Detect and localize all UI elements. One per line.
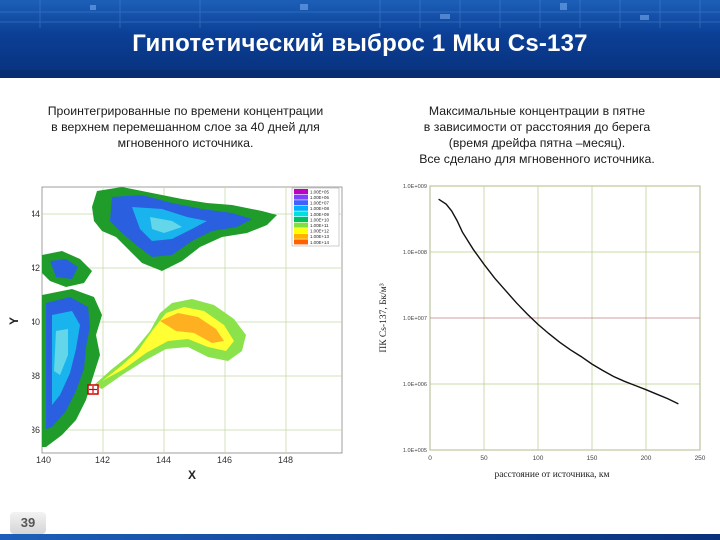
map-legend: 1.00E+051.00E+061.00E+071.00E+081.00E+09… [291,187,340,247]
page-number: 39 [10,512,46,534]
legend-label: 1.00E+14 [310,240,329,245]
left-caption: Проинтегрированные по времени концентрац… [8,103,363,151]
y-tick-label: 1.0E+006 [403,382,427,388]
legend-swatch [294,228,308,234]
legend-swatch [294,205,308,211]
x-tick-label: 146 [217,455,232,465]
concentration-chart: 0 50 100 150 200 250 1.0E+009 1.0E+008 1.0E+007 1… [379,184,706,480]
right-caption-line: Все сделано для мгновенного источника. [419,152,655,166]
legend-swatch [294,217,308,222]
y-tick-label: 36 [32,425,40,435]
legend-label: 1.00E+11 [310,223,329,228]
right-caption: Максимальные концентрации в пятне в зави… [372,103,702,167]
y-tick-label: 1.0E+008 [403,250,427,256]
legend-swatch [294,194,308,200]
map-x-label: X [188,468,197,482]
legend-swatch [294,233,308,239]
legend-label: 1.00E+09 [310,212,329,217]
legend-swatch [294,189,308,194]
dispersion-map: 1.00E+051.00E+061.00E+071.00E+081.00E+09… [32,186,343,465]
right-caption-line: (время дрейфа пятна –месяц). [448,136,626,150]
x-tick-label: 200 [641,455,652,462]
x-tick-label: 148 [278,455,293,465]
y-tick-label: 1.0E+007 [403,316,427,322]
x-tick-label: 144 [156,455,171,465]
legend-swatch [294,239,308,245]
legend-label: 1.00E+05 [310,189,329,194]
right-caption-line: Максимальные концентрации в пятне [428,104,646,118]
chart-y-label: ПК Cs-137, Бк/м³ [379,283,389,352]
y-tick-label: 44 [32,209,40,219]
left-caption-line: Проинтегрированные по времени концентрац… [47,104,324,118]
y-tick-label: 42 [32,263,40,273]
x-tick-label: 140 [36,455,51,465]
legend-label: 1.00E+07 [310,201,329,206]
right-caption-line: в зависимости от расстояния до берега [423,120,651,134]
legend-swatch [294,211,308,217]
banner-circuit-pattern [0,0,720,78]
y-tick-label: 38 [32,371,40,381]
y-tick-label: 1.0E+005 [403,448,427,454]
honshu-land [42,289,102,447]
map-y-label: Y [7,316,22,326]
y-tick-label: 40 [32,317,40,327]
legend-label: 1.00E+10 [310,217,329,222]
x-tick-label: 250 [695,455,706,462]
x-tick-label: 0 [428,455,432,462]
legend-label: 1.00E+08 [310,206,329,211]
chart-x-label: расстояние от источника, км [494,470,609,480]
legend-label: 1.00E+13 [310,234,329,239]
title-banner: Гипотетический выброс 1 Мku Cs-137 [0,0,720,78]
contamination-plume [94,299,246,389]
y-tick-label: 1.0E+009 [403,184,427,190]
series-line [438,198,679,405]
legend-label: 1.00E+12 [310,229,329,234]
bottom-bar [0,534,720,540]
legend-swatch [294,222,308,228]
legend-swatch [294,200,308,206]
x-tick-label: 150 [587,455,598,462]
x-tick-label: 100 [533,455,544,462]
source-marker [87,384,99,395]
hokkaido-land [42,187,277,287]
legend-label: 1.00E+06 [310,195,329,200]
left-caption-line: мгновенного источника. [117,136,254,150]
x-tick-label: 50 [480,455,488,462]
left-caption-line: в верхнем перемешанном слое за 40 дней д… [51,120,320,134]
chart-ticks: 0 50 100 150 200 250 1.0E+009 1.0E+008 1.0E+007 1… [403,184,706,462]
map-axis-labels: 44 42 40 38 36 140 142 144 146 148 [32,209,293,465]
slide-title: Гипотетический выброс 1 Мku Cs-137 [132,30,588,57]
x-tick-label: 142 [95,455,110,465]
